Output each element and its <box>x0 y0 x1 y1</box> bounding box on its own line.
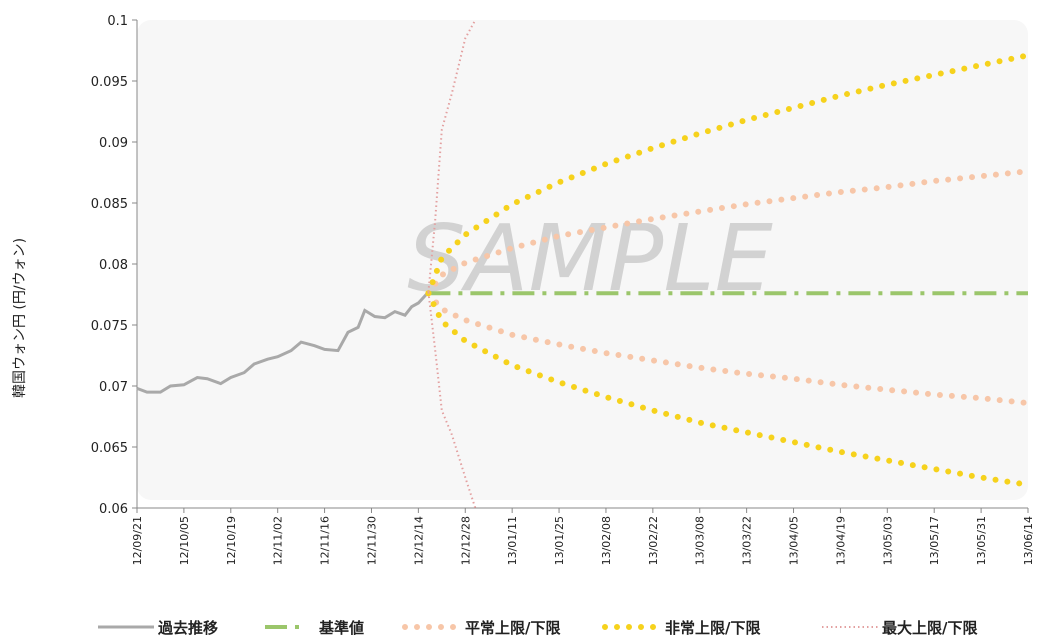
x-tick-label: 13/05/31 <box>975 516 988 565</box>
x-tick-label: 12/11/30 <box>365 516 378 565</box>
y-tick-label: 0.1 <box>107 14 128 29</box>
series-line <box>425 168 1031 297</box>
series-line <box>136 291 430 394</box>
legend-label: 最大上限/下限 <box>882 619 977 637</box>
series-line <box>425 52 1031 297</box>
x-tick-label: 12/10/19 <box>225 516 238 565</box>
series-line <box>425 290 1031 488</box>
x-tick-label: 12/10/05 <box>178 516 191 565</box>
y-tick-label: 0.08 <box>99 258 128 273</box>
y-tick-label: 0.095 <box>91 75 128 90</box>
x-tick-label: 13/02/08 <box>600 516 613 565</box>
legend-label: 非常上限/下限 <box>665 619 760 637</box>
x-tick-label: 13/05/03 <box>881 516 894 565</box>
y-tick-label: 0.06 <box>99 502 128 517</box>
x-tick-label: 12/12/14 <box>412 516 425 565</box>
y-tick-label: 0.075 <box>91 319 128 334</box>
x-tick-label: 12/11/16 <box>319 516 332 565</box>
series-line <box>425 290 1031 407</box>
x-tick-label: 13/06/14 <box>1022 516 1035 565</box>
x-tick-label: 13/03/08 <box>694 516 707 565</box>
x-tick-label: 13/03/22 <box>741 516 754 565</box>
x-tick-label: 13/02/22 <box>647 516 660 565</box>
y-tick-label: 0.07 <box>99 380 128 395</box>
x-tick-label: 13/04/05 <box>788 516 801 565</box>
series-line <box>427 19 477 293</box>
x-tick-label: 13/01/11 <box>506 516 519 565</box>
y-tick-label: 0.065 <box>91 441 128 456</box>
plot-background <box>137 20 1028 500</box>
legend-label: 基準値 <box>318 619 364 637</box>
watermark: SAMPLE <box>407 205 773 312</box>
legend-label: 過去推移 <box>157 619 218 637</box>
y-axis-label: 韓国ウォン円 (円/ウォン) <box>12 238 28 398</box>
x-tick-label: 12/09/21 <box>131 516 144 565</box>
x-tick-label: 13/05/17 <box>928 516 941 565</box>
x-tick-label: 13/04/19 <box>834 516 847 565</box>
y-tick-label: 0.09 <box>99 136 128 151</box>
y-tick-label: 0.085 <box>91 197 128 212</box>
x-tick-label: 12/11/02 <box>272 516 285 565</box>
x-tick-label: 12/12/28 <box>459 516 472 565</box>
x-tick-label: 13/01/25 <box>553 516 566 565</box>
legend-label: 平常上限/下限 <box>465 619 560 637</box>
